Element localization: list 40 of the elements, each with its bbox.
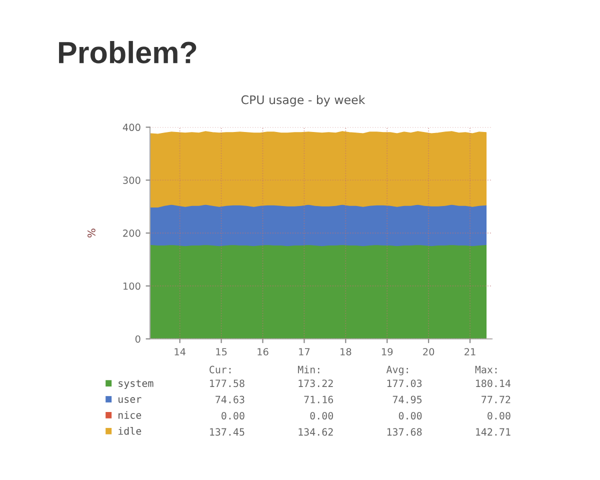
text: 0.00 bbox=[310, 412, 334, 420]
chart-title: Problem? bbox=[59, 40, 196, 64]
text: 177.03 bbox=[387, 380, 422, 388]
chart-subtitle: CPU usage - by week bbox=[241, 95, 366, 107]
text: Avg: bbox=[386, 366, 408, 376]
text: 177.58 bbox=[210, 380, 244, 388]
text: Max: bbox=[475, 366, 497, 374]
text: 74.95 bbox=[392, 396, 422, 404]
text: 137.68 bbox=[387, 428, 422, 436]
text: 142.71 bbox=[476, 428, 510, 436]
y-tick-label: 0 bbox=[135, 335, 140, 343]
y-tick-label: 200 bbox=[123, 230, 140, 237]
text: 71.16 bbox=[304, 396, 334, 404]
x-tick-label: 20 bbox=[423, 348, 434, 356]
legend-label: idle bbox=[118, 426, 142, 435]
x-tick-label: 14 bbox=[174, 348, 186, 356]
legend-label: system bbox=[118, 380, 154, 389]
y-tick-label: 400 bbox=[122, 124, 140, 132]
x-tick-label: 19 bbox=[382, 348, 393, 356]
text: 180.14 bbox=[476, 380, 511, 388]
text: 173.22 bbox=[298, 380, 333, 388]
text: Min: bbox=[298, 366, 320, 374]
y-axis-title: % bbox=[88, 228, 96, 238]
y-tick-label: 300 bbox=[123, 176, 140, 184]
legend-label: nice bbox=[118, 411, 142, 419]
x-tick-label: 17 bbox=[299, 348, 310, 356]
text: 0.00 bbox=[398, 412, 422, 420]
text: 137.45 bbox=[210, 428, 244, 436]
text: 0.00 bbox=[488, 412, 510, 420]
x-tick-label: 18 bbox=[340, 348, 352, 356]
text: 0.00 bbox=[222, 412, 244, 420]
legend-label: user bbox=[118, 397, 142, 403]
x-tick-label: 21 bbox=[464, 348, 476, 356]
text: 134.62 bbox=[298, 428, 333, 436]
text: 74.63 bbox=[216, 396, 244, 404]
x-tick-label: 16 bbox=[258, 348, 268, 356]
text: 77.72 bbox=[482, 396, 510, 404]
y-tick-label: 100 bbox=[123, 282, 140, 290]
text: Cur: bbox=[210, 366, 231, 374]
x-tick-label: 15 bbox=[216, 348, 227, 356]
